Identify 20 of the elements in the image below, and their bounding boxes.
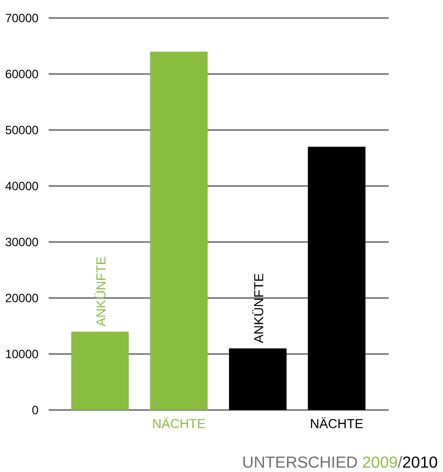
bar [150, 52, 208, 410]
y-tick-label: 20000 [6, 294, 38, 302]
x-tick-label: ANKÜNFTE [252, 274, 264, 344]
y-tick-label: 60000 [6, 70, 38, 78]
y-tick-label: 50000 [6, 126, 38, 134]
y-tick-label: 70000 [6, 14, 38, 22]
bar [228, 348, 287, 410]
bar [71, 332, 129, 410]
text: UNTERSCHIED [243, 456, 357, 468]
x-tick-label: ANKÜNFTE [94, 256, 106, 326]
y-tick-label: 0 [32, 406, 38, 414]
text: 2010 [403, 456, 438, 468]
y-tick-label: 10000 [6, 350, 38, 358]
text: / [398, 456, 402, 468]
bar [308, 146, 366, 410]
text: 2009 [362, 456, 397, 468]
y-tick-label: 30000 [6, 238, 38, 246]
x-tick-label: NÄCHTE [153, 417, 206, 428]
y-tick-label: 40000 [5, 182, 38, 190]
x-tick-label: NÄCHTE [311, 417, 363, 428]
